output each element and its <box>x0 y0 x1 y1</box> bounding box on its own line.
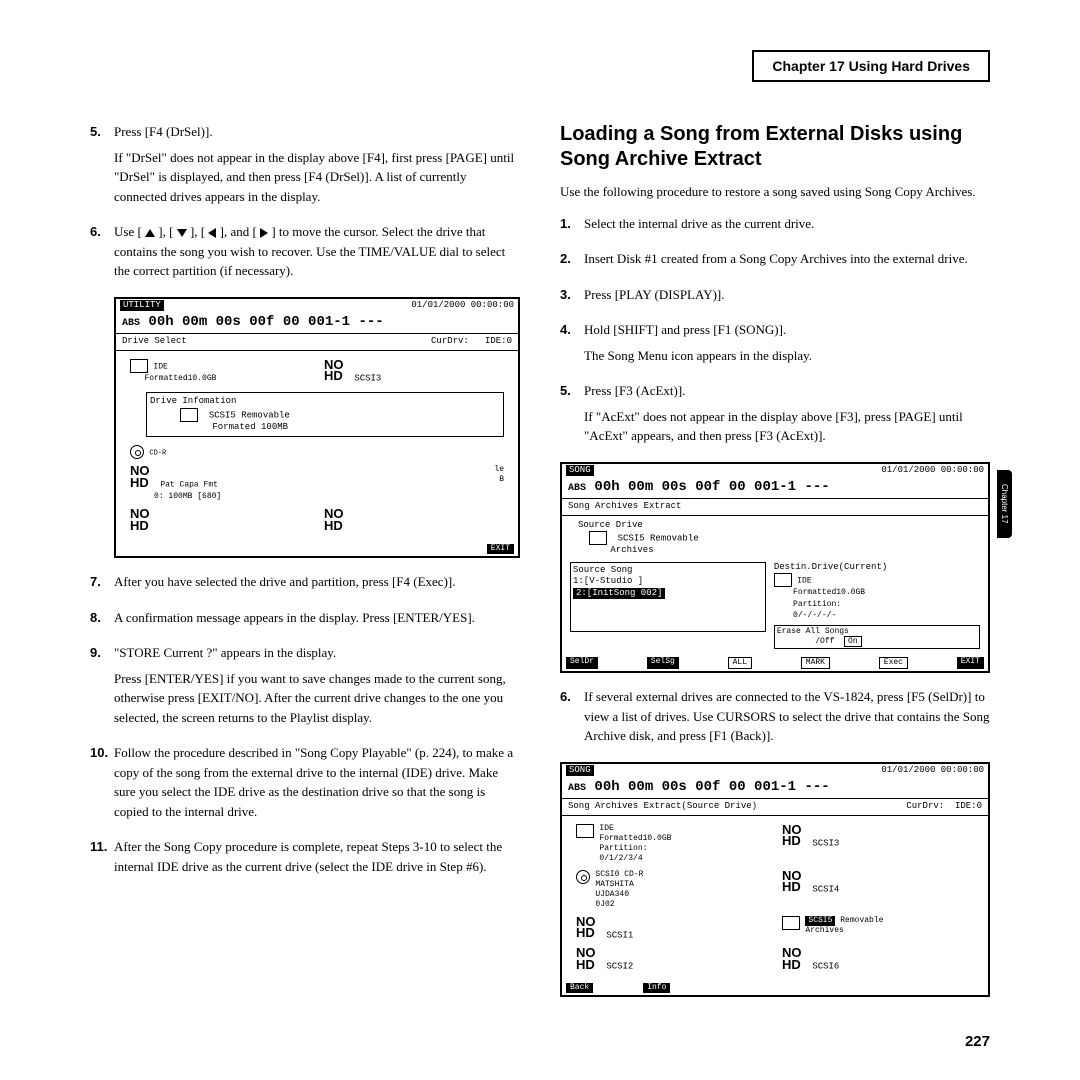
drive-icon <box>774 573 792 587</box>
left-column: 5. Press [F4 (DrSel)]. If "DrSel" does n… <box>90 122 520 1011</box>
step-text: If "DrSel" does not appear in the displa… <box>114 148 520 207</box>
softkey: MARK <box>801 657 830 669</box>
step-number: 6. <box>90 222 114 287</box>
arrow-up-icon <box>145 229 155 237</box>
arrow-down-icon <box>177 229 187 237</box>
step-number: 8. <box>90 608 114 634</box>
step-body: Follow the procedure described in "Song … <box>114 743 520 827</box>
song-extract-screen: SONG 01/01/2000 00:00:00 ABS 00h 00m 00s… <box>560 462 990 674</box>
step-body: After the Song Copy procedure is complet… <box>114 837 520 882</box>
step-body: "STORE Current ?" appears in the display… <box>114 643 520 733</box>
drive-icon <box>782 916 800 930</box>
step-number: 6. <box>560 687 584 752</box>
screen-mode: UTILITY <box>120 300 164 311</box>
step-body: Press [F3 (AcExt)].If "AcExt" does not a… <box>584 381 990 452</box>
softkey: EXIT <box>957 657 984 669</box>
softkey: SelDr <box>566 657 598 669</box>
step-text: Use [ ], [ ], [ ], and [ ] to move the c… <box>114 222 520 281</box>
step-body: If several external drives are connected… <box>584 687 990 752</box>
screen-timestamp: 01/01/2000 00:00:00 <box>411 300 514 311</box>
step-number: 9. <box>90 643 114 733</box>
step-number: 5. <box>560 381 584 452</box>
softkey: ALL <box>728 657 752 669</box>
step-number: 5. <box>90 122 114 212</box>
step-body: Hold [SHIFT] and press [F1 (SONG)].The S… <box>584 320 990 371</box>
step-body: Insert Disk #1 created from a Song Copy … <box>584 249 990 275</box>
step-number: 2. <box>560 249 584 275</box>
utility-screen: UTILITY 01/01/2000 00:00:00 ABS 00h 00m … <box>114 297 520 559</box>
time-display: ABS 00h 00m 00s 00f 00 001-1 --- <box>116 312 518 335</box>
step-body: Press [PLAY (DISPLAY)]. <box>584 285 990 311</box>
step-body: Press [F4 (DrSel)]. If "DrSel" does not … <box>114 122 520 212</box>
right-column: Loading a Song from External Disks using… <box>560 122 990 1011</box>
section-intro: Use the following procedure to restore a… <box>560 182 990 202</box>
screen-timestamp: 01/01/2000 00:00:00 <box>881 765 984 776</box>
drive-select-screen: SONG 01/01/2000 00:00:00 ABS 00h 00m 00s… <box>560 762 990 998</box>
drive-icon <box>576 824 594 838</box>
section-heading: Loading a Song from External Disks using… <box>560 122 990 172</box>
screen-timestamp: 01/01/2000 00:00:00 <box>881 465 984 476</box>
arrow-right-icon <box>260 228 268 238</box>
step-number: 1. <box>560 214 584 240</box>
screen-mode: SONG <box>566 465 594 476</box>
screen-mode: SONG <box>566 765 594 776</box>
softkey: SelSg <box>647 657 679 669</box>
drive-icon <box>180 408 198 422</box>
step-number: 3. <box>560 285 584 311</box>
step-number: 4. <box>560 320 584 371</box>
step-body: A confirmation message appears in the di… <box>114 608 520 634</box>
step-number: 7. <box>90 572 114 598</box>
screen-title: Drive Select <box>122 336 187 347</box>
cd-icon <box>576 870 590 884</box>
softkey: Exec <box>879 657 908 669</box>
time-display: ABS 00h 00m 00s 00f 00 001-1 --- <box>562 477 988 500</box>
drive-icon <box>589 531 607 545</box>
step-body: Select the internal drive as the current… <box>584 214 990 240</box>
step-body: Use [ ], [ ], [ ], and [ ] to move the c… <box>114 222 520 287</box>
softkey-exit: EXIT <box>487 544 514 554</box>
cd-icon <box>130 445 144 459</box>
softkey: Back <box>566 983 593 993</box>
step-number: 11. <box>90 837 114 882</box>
chapter-tab: Chapter 17 <box>997 470 1012 538</box>
page-number: 227 <box>965 1033 990 1050</box>
softkey: Info <box>643 983 670 993</box>
step-text: Press [F4 (DrSel)]. <box>114 122 520 142</box>
chapter-title: Chapter 17 Using Hard Drives <box>752 50 990 82</box>
step-number: 10. <box>90 743 114 827</box>
time-display: ABS 00h 00m 00s 00f 00 001-1 --- <box>562 777 988 800</box>
drive-icon <box>130 359 148 373</box>
step-body: After you have selected the drive and pa… <box>114 572 520 598</box>
